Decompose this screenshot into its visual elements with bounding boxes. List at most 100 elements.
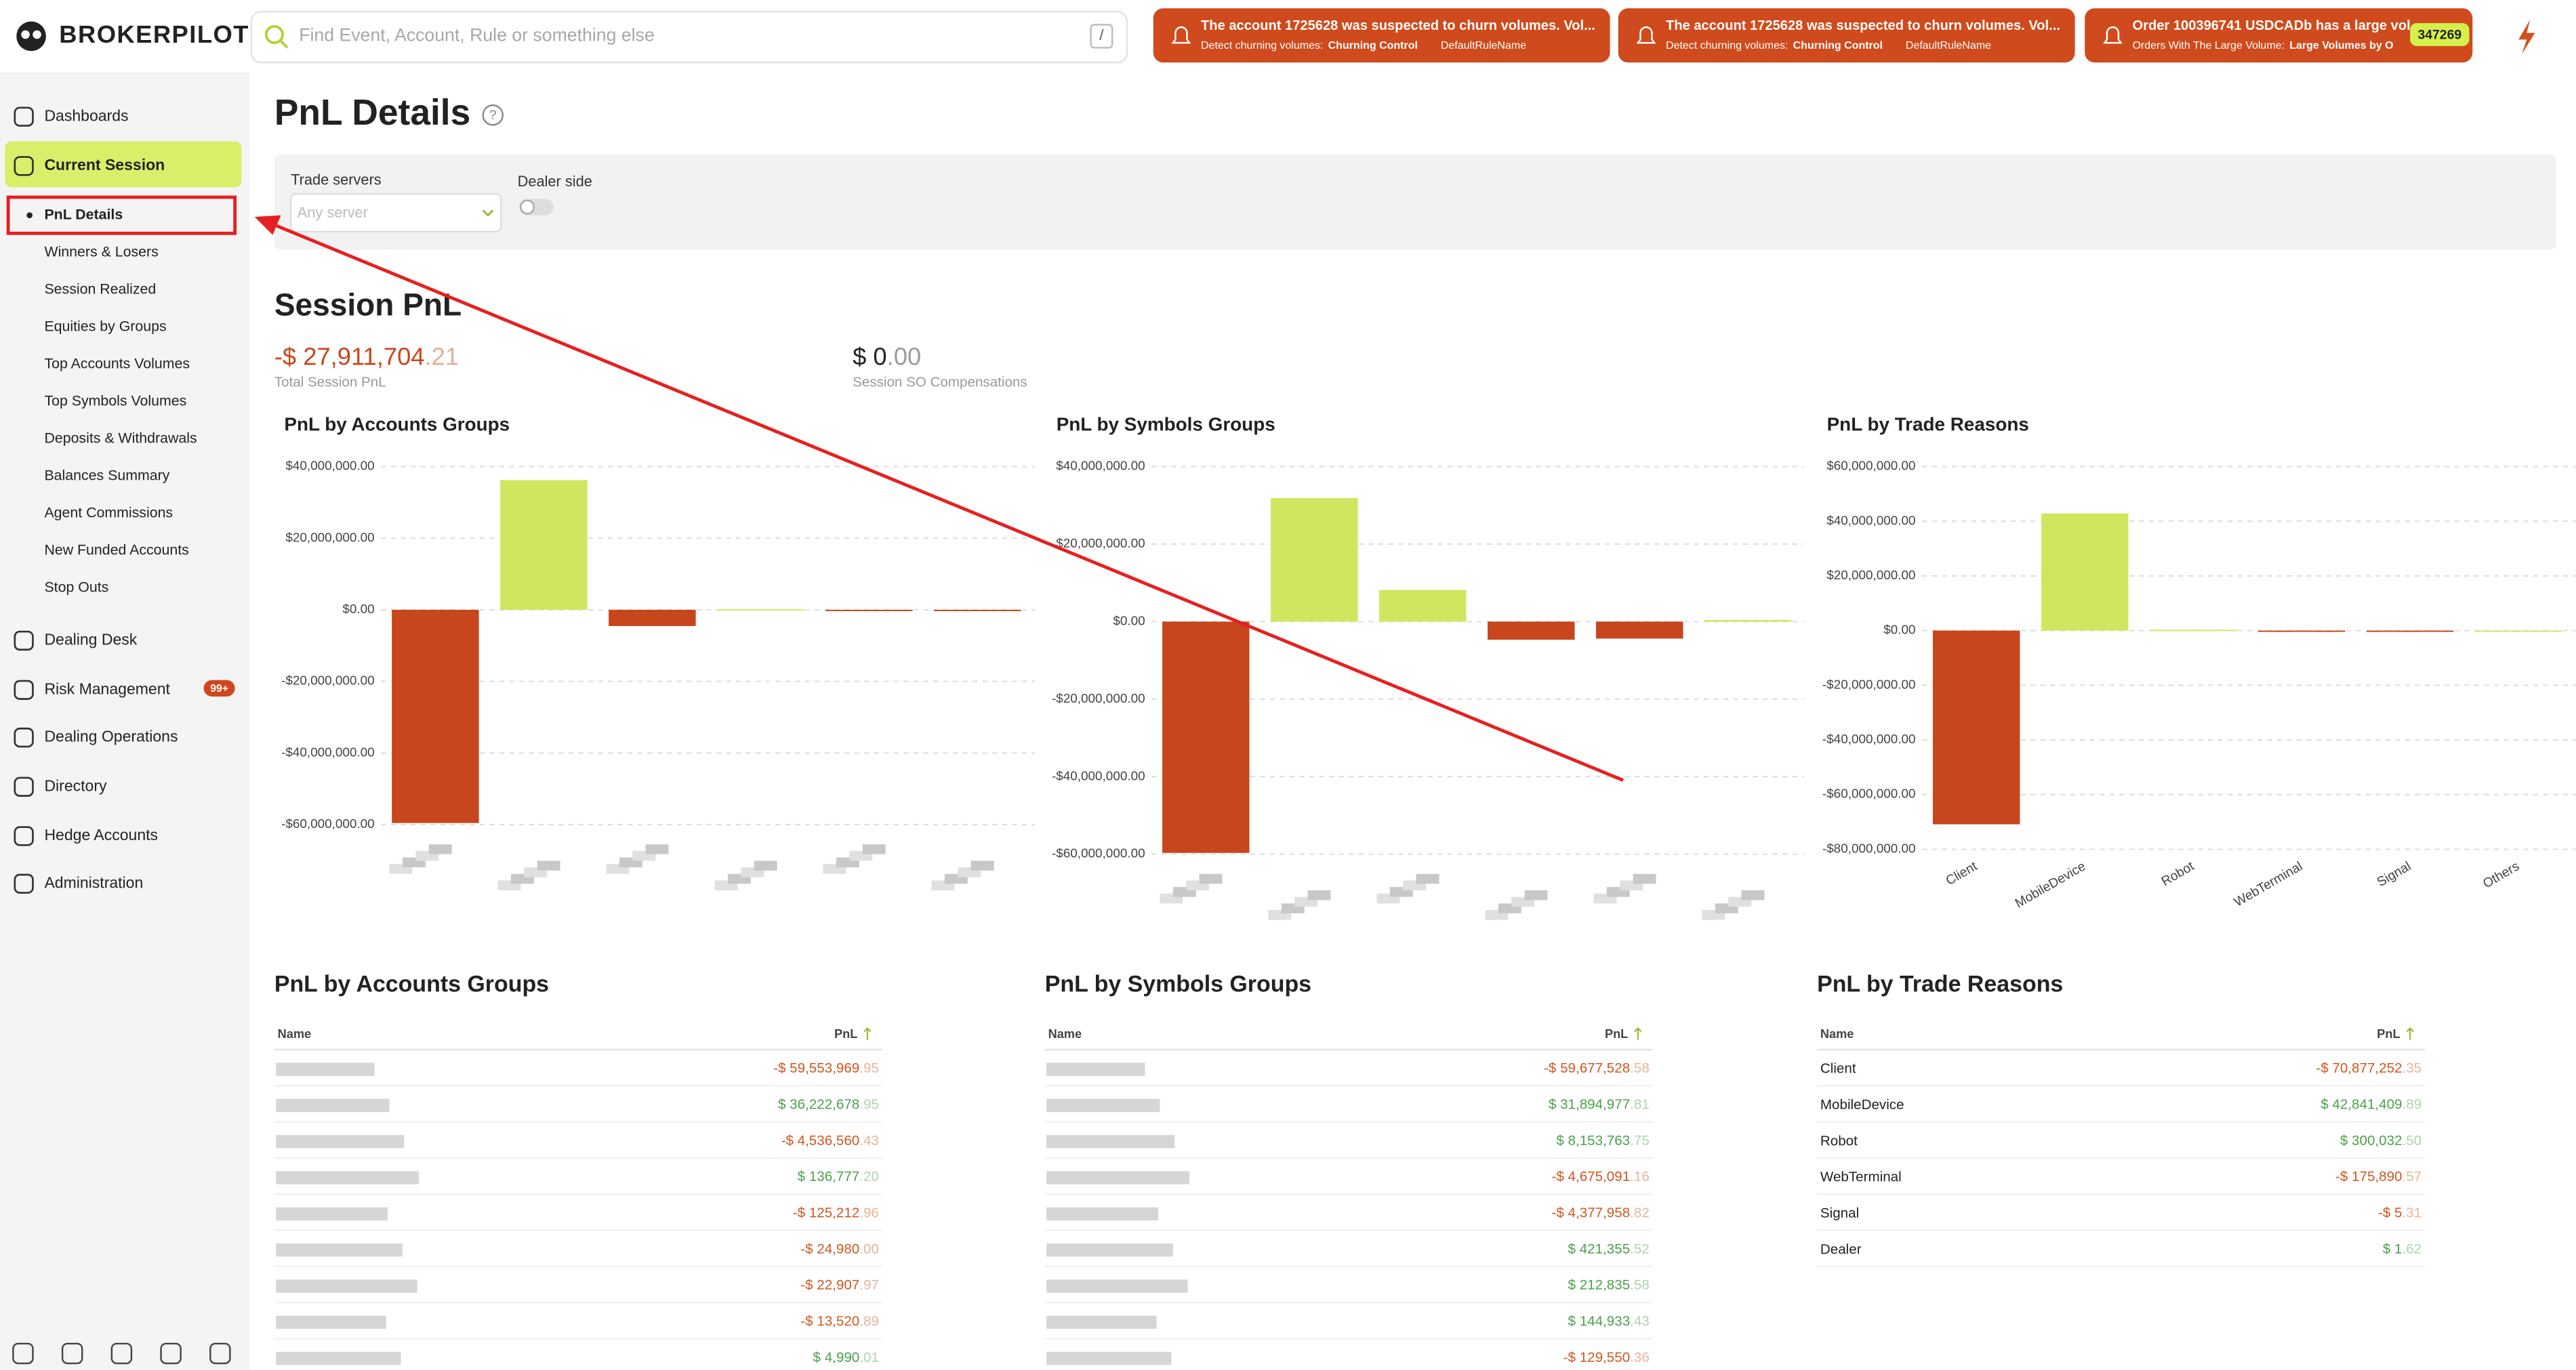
blurred-name bbox=[1046, 1135, 1175, 1148]
nav-subitem[interactable]: Deposits & Withdrawals bbox=[44, 430, 197, 447]
lightning-icon[interactable] bbox=[2518, 20, 2535, 55]
notification-detail: Detect churning volumes: Churning Control… bbox=[1201, 40, 1526, 51]
table-title: PnL by Symbols Groups bbox=[1045, 972, 1311, 997]
column-header[interactable]: PnL bbox=[1605, 1027, 1628, 1041]
notification[interactable]: The account 1725628 was suspected to chu… bbox=[1153, 8, 1610, 63]
nav-item[interactable]: Dealing Desk bbox=[44, 631, 137, 648]
footer-icon[interactable] bbox=[12, 1342, 34, 1365]
bar bbox=[717, 609, 804, 611]
column-header[interactable]: PnL bbox=[834, 1027, 857, 1041]
row-pnl: $ 212,835.58 bbox=[1568, 1278, 1650, 1293]
notification-title: The account 1725628 was suspected to chu… bbox=[1201, 18, 1595, 33]
nav-icon bbox=[14, 776, 34, 797]
blurred-name bbox=[1046, 1171, 1190, 1184]
nav-subitem[interactable]: Session Realized bbox=[44, 281, 156, 297]
chevron bbox=[482, 209, 494, 217]
nav-subitem[interactable]: Top Accounts Volumes bbox=[44, 355, 190, 371]
filter-label: Trade servers bbox=[291, 171, 382, 188]
amount: -$ 175,890 bbox=[2335, 1169, 2402, 1185]
nav-item[interactable]: Dealing Operations bbox=[44, 728, 178, 745]
amount: $ 421,355 bbox=[1568, 1241, 1631, 1257]
nav-subitem[interactable]: Balances Summary bbox=[44, 468, 169, 484]
bar bbox=[825, 609, 913, 611]
y-tick-label: -$60,000,000.00 bbox=[1822, 787, 1916, 802]
amount: -$ 59,553,969 bbox=[773, 1061, 859, 1077]
column-header[interactable]: PnL bbox=[2377, 1027, 2400, 1041]
y-tick-label: $40,000,000.00 bbox=[1826, 514, 1915, 528]
cents: .89 bbox=[2402, 1097, 2421, 1113]
nav-icon bbox=[14, 630, 34, 651]
row-pnl: $ 8,153,763.75 bbox=[1556, 1133, 1649, 1148]
amount: $ 8,153,763 bbox=[1556, 1133, 1630, 1148]
row-pnl: $ 421,355.52 bbox=[1568, 1241, 1650, 1257]
nav-item[interactable]: Risk Management bbox=[44, 680, 170, 697]
cents: .75 bbox=[1630, 1133, 1650, 1148]
amount: $ 300,032 bbox=[2340, 1133, 2403, 1148]
sidebar bbox=[0, 72, 250, 1370]
nav-item[interactable]: Dashboards bbox=[44, 106, 128, 124]
bar bbox=[2041, 513, 2129, 631]
detail: Orders With The Large Volume: bbox=[2132, 40, 2284, 51]
nav-subitem[interactable]: Winners & Losers bbox=[44, 243, 158, 260]
filter-panel bbox=[274, 154, 2556, 250]
nav-subitem[interactable]: Equities by Groups bbox=[44, 318, 166, 334]
blurred-name bbox=[1046, 1352, 1172, 1365]
blurred-name bbox=[1046, 1062, 1145, 1076]
sort-arrow bbox=[2406, 1027, 2414, 1040]
server-select[interactable] bbox=[289, 192, 502, 233]
blurred-label bbox=[537, 860, 560, 871]
cents: .58 bbox=[1630, 1061, 1650, 1077]
footer-icon[interactable] bbox=[61, 1342, 83, 1365]
help-icon[interactable] bbox=[482, 104, 504, 126]
nav-icon bbox=[14, 680, 34, 700]
bar bbox=[609, 609, 696, 626]
bar bbox=[1379, 589, 1467, 622]
nav-subitem[interactable]: Stop Outs bbox=[44, 579, 108, 596]
row-pnl: -$ 24,980.00 bbox=[800, 1241, 879, 1257]
nav-item[interactable]: Directory bbox=[44, 776, 107, 794]
blurred-name bbox=[1046, 1207, 1158, 1221]
badge bbox=[2410, 23, 2470, 47]
notification[interactable]: Order 100396741 USDCADb has a large vol O… bbox=[2085, 8, 2473, 63]
bar bbox=[2474, 630, 2562, 632]
blurred-label bbox=[862, 844, 886, 854]
nav-subitem[interactable]: Top Symbols Volumes bbox=[44, 392, 186, 409]
search-box[interactable] bbox=[250, 10, 1128, 64]
bar bbox=[2149, 629, 2237, 631]
nav-subitem[interactable]: PnL Details bbox=[44, 206, 123, 222]
chart-title: PnL by Symbols Groups bbox=[1057, 413, 1275, 434]
amount: -$ 13,520 bbox=[800, 1314, 859, 1329]
notification[interactable]: The account 1725628 was suspected to chu… bbox=[1618, 8, 2075, 63]
amount: -$ 59,677,528 bbox=[1544, 1061, 1630, 1077]
amount: $ 0 bbox=[853, 342, 887, 370]
badge bbox=[203, 680, 235, 697]
cents: .36 bbox=[1630, 1350, 1650, 1365]
notification-detail: Orders With The Large Volume: Large Volum… bbox=[2132, 40, 2393, 51]
rule-name: DefaultRuleName bbox=[1441, 40, 1526, 51]
nav-item[interactable]: Hedge Accounts bbox=[44, 826, 158, 844]
bar bbox=[1932, 630, 2020, 825]
nav-item[interactable]: Current Session bbox=[44, 156, 165, 173]
row-pnl: -$ 129,550.36 bbox=[1563, 1350, 1650, 1365]
blurred-label bbox=[1524, 890, 1548, 900]
amount: -$ 4,675,091 bbox=[1552, 1169, 1631, 1185]
help-icon-glyph: ? bbox=[489, 108, 497, 123]
page-title: PnL Details bbox=[274, 93, 470, 133]
amount: -$ 4,377,958 bbox=[1552, 1205, 1631, 1221]
column-header: Name bbox=[1820, 1027, 1854, 1041]
cents: .43 bbox=[859, 1133, 879, 1148]
nav-subitem[interactable]: New Funded Accounts bbox=[44, 542, 188, 558]
cents: .00 bbox=[887, 342, 922, 370]
blurred-name bbox=[276, 1171, 420, 1184]
notification-bg bbox=[1153, 8, 1610, 63]
search-icon bbox=[264, 24, 284, 45]
detail: Detect churning volumes: bbox=[1666, 40, 1788, 51]
footer-icon[interactable] bbox=[160, 1342, 182, 1365]
nav-item[interactable]: Administration bbox=[44, 873, 143, 891]
sort-arrow bbox=[1634, 1027, 1642, 1040]
footer-icon[interactable] bbox=[209, 1342, 231, 1365]
nav-subitem[interactable]: Agent Commissions bbox=[44, 505, 173, 521]
row-name: MobileDevice bbox=[1820, 1097, 1904, 1113]
footer-icon[interactable] bbox=[110, 1342, 133, 1365]
cents: .35 bbox=[2402, 1061, 2421, 1077]
